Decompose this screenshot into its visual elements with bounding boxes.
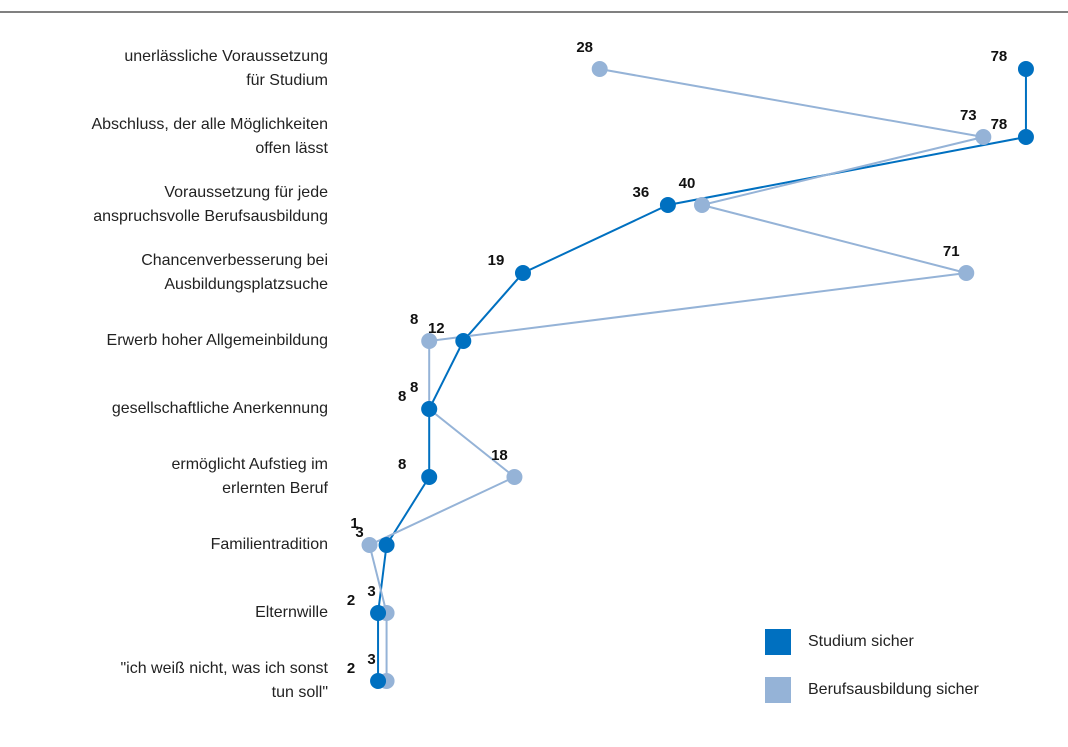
data-point (1017, 61, 1034, 77)
data-label: 8 (410, 379, 418, 396)
data-point (975, 129, 992, 145)
data-label: 3 (367, 651, 375, 668)
data-point (1017, 129, 1034, 145)
category-label: Voraussetzung für jede anspruchsvolle Be… (93, 184, 328, 225)
data-label: 1 (350, 515, 358, 532)
category-label: unerlässliche Voraussetzung für Studium (124, 48, 328, 89)
data-label: 12 (428, 320, 445, 337)
series-line (377, 69, 1027, 681)
data-point (378, 537, 395, 553)
data-point (591, 61, 608, 77)
data-label: 3 (355, 524, 363, 541)
data-label: 28 (576, 39, 593, 56)
data-point (361, 537, 378, 553)
data-label: 73 (960, 107, 977, 124)
category-label: gesellschaftliche Anerkennung (111, 400, 328, 417)
data-label: 8 (398, 456, 406, 473)
data-label: 3 (367, 583, 375, 600)
data-point (659, 197, 676, 213)
category-label: Erwerb hoher Allgemeinbildung (106, 332, 328, 349)
series-line (368, 68, 984, 681)
data-point (455, 333, 472, 349)
data-label: 78 (991, 48, 1008, 65)
data-label: 2 (347, 592, 355, 609)
legend-swatch (765, 677, 791, 703)
data-label: 19 (488, 252, 505, 269)
data-label: 40 (679, 175, 696, 192)
legend-label: Studium sicher (808, 633, 914, 650)
data-point (421, 333, 438, 349)
data-point (506, 469, 523, 485)
data-label: 2 (347, 660, 355, 677)
data-label: 71 (943, 243, 960, 260)
data-label: 36 (633, 184, 650, 201)
category-label: Familientradition (210, 536, 328, 553)
data-point (421, 401, 438, 417)
legend-label: Berufsausbildung sicher (808, 681, 979, 698)
category-label: Abschluss, der alle Möglichkeiten offen … (91, 116, 328, 157)
category-label: Elternwille (255, 604, 328, 621)
data-label: 18 (491, 447, 508, 464)
legend-swatch (765, 629, 791, 655)
data-point (694, 197, 710, 213)
data-point (421, 469, 438, 485)
data-point (370, 673, 387, 689)
data-point (370, 605, 387, 621)
category-label: Chancenverbesserung bei Ausbildungsplatz… (141, 252, 328, 293)
data-label: 78 (991, 116, 1008, 133)
category-label: ermöglicht Aufstieg im erlernten Beruf (171, 456, 328, 497)
data-label: 8 (398, 388, 406, 405)
data-point (958, 265, 975, 281)
data-point (514, 265, 531, 281)
data-label: 8 (410, 311, 418, 328)
category-label: "ich weiß nicht, was ich sonst tun soll" (120, 660, 328, 701)
